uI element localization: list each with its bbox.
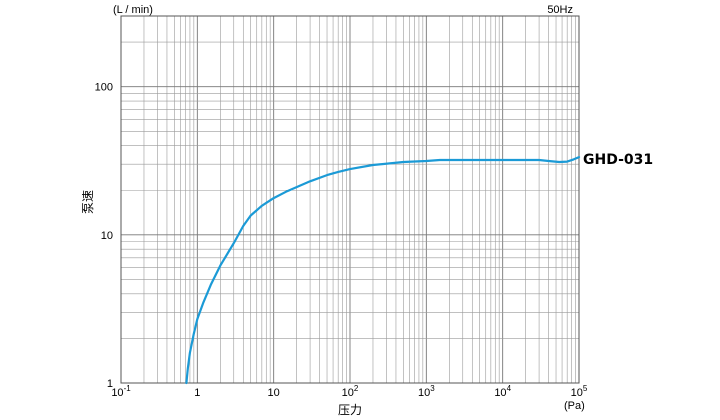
series-line-ghd-031	[185, 156, 581, 385]
x-tick-label: 103	[418, 384, 435, 399]
x-tick-label: 104	[494, 384, 511, 399]
x-axis-title: 压力	[338, 403, 362, 417]
y-tick-label: 1	[107, 378, 113, 390]
x-tick-label: 10-1	[111, 384, 131, 399]
series-label-ghd-031: GHD-031	[583, 152, 653, 168]
grid	[121, 16, 579, 383]
y-axis-unit: (L / min)	[113, 4, 153, 16]
x-tick-label: 105	[571, 384, 588, 399]
y-tick-label: 100	[95, 82, 113, 94]
x-tick-label: 102	[342, 384, 359, 399]
y-axis-title: 泵速	[81, 190, 95, 214]
x-axis-unit: (Pa)	[564, 400, 585, 412]
plot-frame	[120, 15, 580, 384]
x-tick-label: 1	[194, 387, 200, 399]
frequency-note: 50Hz	[547, 4, 573, 16]
x-tick-label: 10	[268, 387, 280, 399]
y-axis-ticks: 1 10 100	[95, 82, 113, 390]
x-axis-ticks: 10-1 1 10 102 103 104 105	[111, 384, 588, 399]
y-tick-label: 10	[101, 230, 113, 242]
